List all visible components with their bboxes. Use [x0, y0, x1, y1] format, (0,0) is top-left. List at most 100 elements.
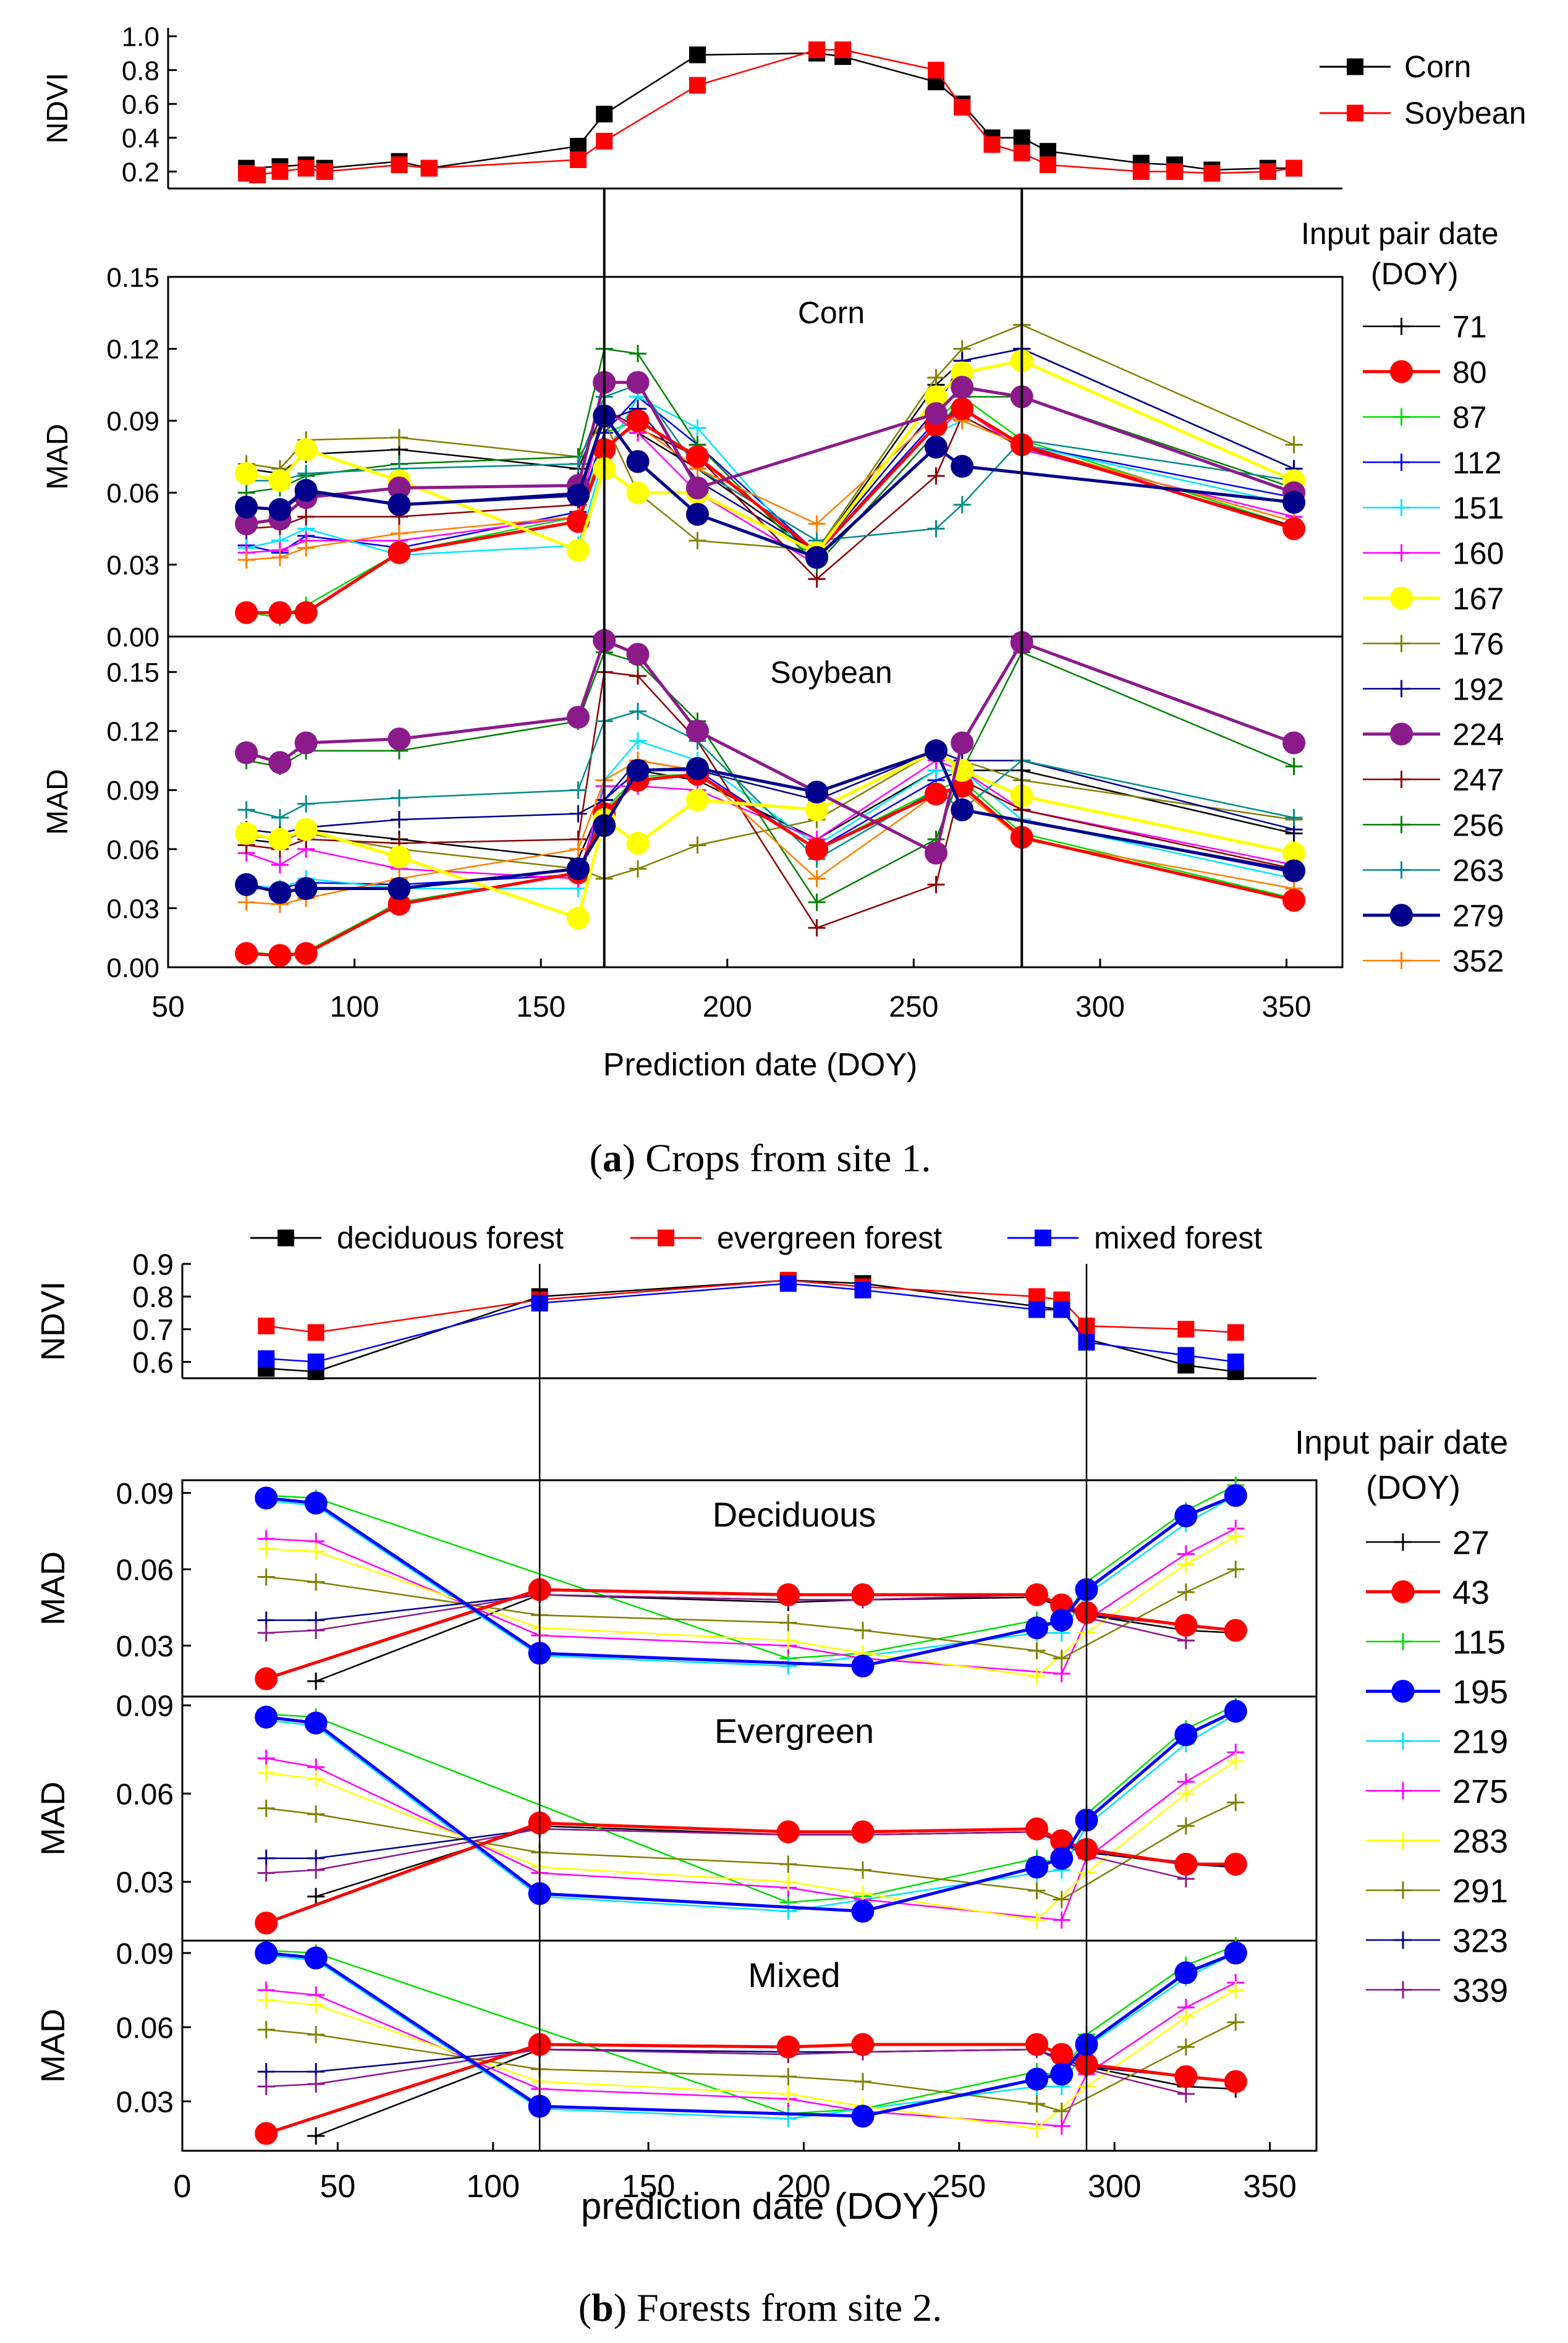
caption-a-text: ) Crops from site 1.: [622, 1136, 931, 1180]
legend-label: 87: [1452, 400, 1487, 435]
y-tick-label: 0.12: [106, 717, 159, 747]
legend-marker: [1392, 499, 1410, 517]
data-point: [307, 2026, 325, 2043]
data-point: [779, 1855, 797, 1873]
data-point: [268, 944, 292, 967]
y-tick-label: 0.09: [116, 1478, 174, 1510]
data-point: [1053, 1650, 1070, 1667]
data-point: [776, 1583, 800, 1606]
ndvi-point: [779, 1275, 797, 1292]
data-point: [1177, 1583, 1195, 1601]
data-point: [268, 881, 292, 904]
data-point: [854, 1884, 871, 1902]
data-point: [390, 789, 408, 807]
x-tick-label: 300: [1075, 991, 1125, 1023]
legend-marker: [1391, 1580, 1415, 1603]
y-tick-label: 0.03: [116, 2086, 174, 2119]
legend-label: 263: [1452, 854, 1504, 888]
data-point: [255, 1705, 278, 1729]
y-tick-label: 0.06: [116, 1778, 174, 1811]
legend-marker: [1390, 722, 1413, 746]
legend-marker: [1394, 1533, 1412, 1551]
data-point: [951, 375, 974, 399]
ndvi-point: [1039, 156, 1056, 174]
data-point: [1174, 1614, 1198, 1637]
data-point: [951, 455, 974, 478]
y-tick-label: 0.15: [106, 658, 159, 688]
forests-x-axis: 0 50 100 150 200 250 300 350: [174, 2142, 1297, 2205]
data-point: [307, 2127, 325, 2145]
data-point: [307, 1805, 325, 1823]
series-224: [235, 629, 1306, 865]
ndvi-line: [246, 52, 1294, 171]
data-point: [235, 942, 258, 965]
y-axis-label: MAD: [35, 1551, 72, 1625]
data-point: [1227, 1981, 1245, 1999]
legend-item-115: 115: [1366, 1624, 1506, 1661]
data-point: [297, 539, 315, 557]
ndvi-series-soybean: [238, 41, 1303, 184]
data-point: [307, 1996, 325, 2014]
legend-item-275: 275: [1366, 1773, 1508, 1810]
forests-reference-lines: [538, 1264, 1088, 2151]
data-point: [854, 1861, 871, 1879]
data-point: [1227, 1561, 1245, 1578]
data-point: [255, 1667, 278, 1690]
forests-x-axis-label: prediction date (DOY): [581, 2185, 939, 2227]
legend-label: 160: [1452, 536, 1504, 571]
series-line: [246, 348, 1295, 554]
panel-title: Corn: [798, 295, 865, 330]
data-point: [294, 731, 318, 755]
data-point: [307, 1770, 325, 1788]
data-point: [268, 601, 292, 624]
y-tick-label: 0.2: [122, 157, 159, 187]
panel-title: Deciduous: [713, 1495, 876, 1534]
data-point: [779, 1632, 797, 1650]
data-point: [566, 510, 590, 533]
data-point: [257, 1624, 275, 1642]
legend-item-224: 224: [1363, 718, 1504, 752]
ndvi-point: [316, 163, 333, 180]
legend-subtitle: (DOY): [1366, 1469, 1460, 1506]
data-point: [257, 1568, 275, 1586]
data-point: [1028, 1667, 1046, 1685]
data-point: [1282, 491, 1306, 514]
data-point: [1282, 517, 1306, 540]
data-point: [805, 781, 829, 804]
series-195: [255, 1700, 1247, 1923]
legend-marker: [1390, 587, 1413, 610]
soybean-mad-panel: 0.00 0.03 0.06 0.09 0.12 0.15 MAD Soybean: [41, 629, 1344, 983]
ndvi-legend-label: mixed forest: [1094, 1221, 1262, 1255]
x-tick-label: 300: [1088, 2169, 1142, 2205]
series-195: [255, 1484, 1247, 1678]
forests-legend: Input pair date (DOY) 27 43 115 195 219 275 283 2…: [1295, 1424, 1508, 2009]
legend-marker: [1392, 408, 1410, 426]
y-axis-label: MAD: [35, 1782, 72, 1856]
data-point: [271, 548, 289, 566]
ndvi-point: [834, 41, 852, 59]
data-point: [235, 873, 258, 896]
legend-marker: [1394, 1881, 1412, 1899]
panel-title: Soybean: [770, 655, 892, 690]
data-point: [307, 1888, 325, 1905]
data-point: [686, 719, 710, 743]
data-point: [237, 801, 255, 819]
legend-label: 71: [1452, 310, 1487, 344]
data-point: [268, 498, 292, 521]
x-tick-label: 350: [1261, 991, 1311, 1023]
ndvi-point: [391, 156, 408, 174]
series-192: [237, 742, 1303, 842]
y-tick-label: 0.09: [116, 1690, 174, 1723]
crops-ndvi-panel: 0.20.4 0.6 0.81.0 NDVI Corn Soybean: [41, 22, 1526, 190]
data-point: [1224, 1852, 1247, 1876]
x-tick-label: 150: [622, 2169, 676, 2205]
legend-title: Input pair date: [1301, 216, 1499, 251]
legend-label: 352: [1452, 944, 1504, 978]
x-tick-label: 350: [1243, 2169, 1297, 2205]
ndvi-series-mixed-forest: [258, 1275, 1244, 1371]
data-point: [851, 1655, 875, 1678]
data-point: [854, 2073, 871, 2090]
ndvi-line: [266, 1279, 1236, 1373]
y-tick-label: 0.7: [132, 1314, 174, 1347]
data-point: [1025, 2067, 1049, 2091]
